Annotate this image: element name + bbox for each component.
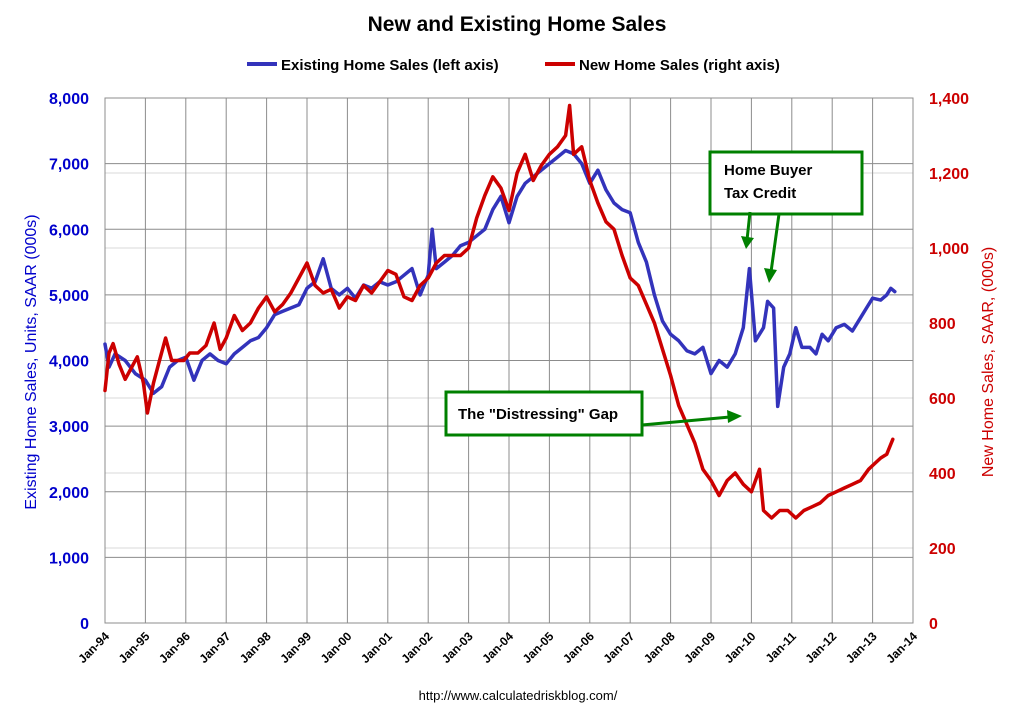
- annotation-arrow: [769, 213, 781, 273]
- y-tick-label-left: 8,000: [49, 91, 89, 108]
- x-tick-label: Jan-94: [75, 629, 112, 666]
- source-url: http://www.calculatedriskblog.com/: [419, 688, 618, 703]
- y-tick-label-right: 0: [929, 616, 938, 633]
- annotation-box: [708, 150, 864, 216]
- annotation-arrow: [641, 415, 731, 427]
- y-tick-label-left: 0: [80, 616, 89, 633]
- annotation-tax-credit: Home Buyer Tax Credit: [708, 150, 864, 283]
- x-tick-label: Jan-12: [803, 629, 840, 666]
- y-tick-label-left: 1,000: [49, 550, 89, 567]
- x-tick-label: Jan-95: [116, 629, 153, 666]
- y-tick-label-right: 1,000: [929, 241, 969, 258]
- y-tick-label-left: 6,000: [49, 222, 89, 239]
- legend-label-new: New Home Sales (right axis): [579, 57, 780, 74]
- x-tick-label: Jan-96: [156, 629, 193, 666]
- y-tick-label-right: 200: [929, 541, 956, 558]
- x-tick-label: Jan-09: [681, 629, 718, 666]
- x-tick-label: Jan-14: [883, 629, 920, 666]
- annotation-arrow: [745, 211, 752, 241]
- y-tick-label-left: 3,000: [49, 419, 89, 436]
- annotation-arrowhead: [741, 236, 754, 249]
- y-tick-label-right: 1,400: [929, 91, 969, 108]
- y-tick-label-left: 2,000: [49, 485, 89, 502]
- x-tick-label: Jan-10: [722, 629, 759, 666]
- annotation-line: The "Distressing" Gap: [458, 406, 618, 423]
- left-axis-label: Existing Home Sales, Units, SAAR (000s): [23, 214, 40, 509]
- legend: Existing Home Sales (left axis) New Home…: [247, 57, 780, 74]
- annotation-gap: The "Distressing" Gap: [444, 390, 742, 437]
- annotation-arrowhead: [764, 268, 777, 283]
- y-tick-label-right: 600: [929, 391, 956, 408]
- annotation-arrowhead: [727, 410, 742, 423]
- annotation-line: Home Buyer: [724, 162, 813, 179]
- x-tick-label: Jan-00: [318, 629, 355, 666]
- y-tick-label-right: 1,200: [929, 166, 969, 183]
- x-tick-label: Jan-07: [601, 629, 638, 666]
- x-tick-label: Jan-01: [358, 629, 395, 666]
- series-line-existing-home-sales: [103, 148, 897, 409]
- chart-title: New and Existing Home Sales: [368, 13, 667, 36]
- y-tick-label-right: 400: [929, 466, 956, 483]
- x-tick-label: Jan-99: [277, 629, 314, 666]
- y-tick-label-left: 7,000: [49, 157, 89, 174]
- x-tick-label: Jan-05: [520, 629, 557, 666]
- y-tick-label-left: 4,000: [49, 354, 89, 371]
- x-tick-label: Jan-13: [843, 629, 880, 666]
- x-tick-label: Jan-04: [479, 629, 516, 666]
- x-tick-label: Jan-06: [560, 629, 597, 666]
- annotation-box: [444, 390, 644, 437]
- annotation-line: Tax Credit: [724, 185, 796, 202]
- y-tick-label-left: 5,000: [49, 288, 89, 305]
- y-tick-label-right: 800: [929, 316, 956, 333]
- legend-label-existing: Existing Home Sales (left axis): [281, 57, 499, 74]
- x-tick-label: Jan-03: [439, 629, 476, 666]
- series-line-new-home-sales: [103, 103, 895, 520]
- x-tick-label: Jan-02: [399, 629, 436, 666]
- x-tick-label: Jan-08: [641, 629, 678, 666]
- x-tick-label: Jan-97: [197, 629, 234, 666]
- plot-border: [104, 97, 914, 624]
- right-axis-label: New Home Sales, SAAR, (000s): [980, 247, 997, 477]
- x-tick-label: Jan-98: [237, 629, 274, 666]
- x-tick-label: Jan-11: [763, 629, 800, 666]
